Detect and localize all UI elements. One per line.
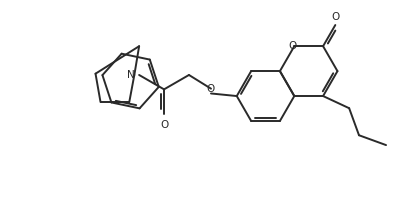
Text: O: O [330,12,339,22]
Text: O: O [206,84,214,94]
Text: O: O [160,120,168,130]
Text: O: O [288,41,296,51]
Text: N: N [126,70,134,80]
